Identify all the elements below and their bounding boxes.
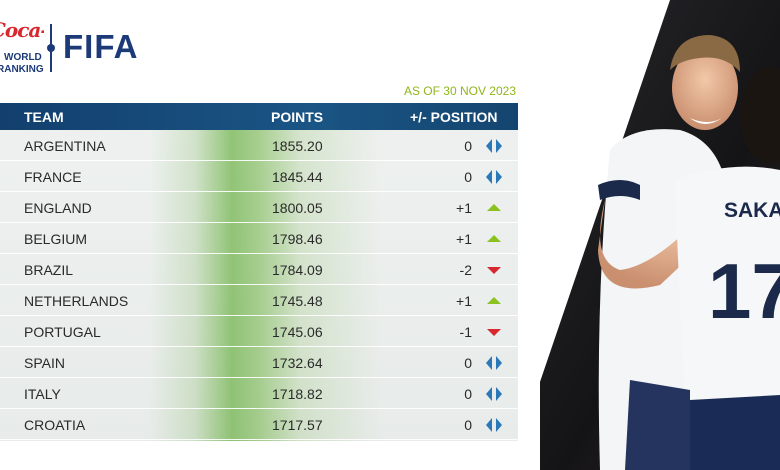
- table-row: BELGIUM 1798.46 +1: [0, 223, 518, 254]
- team-points: 1718.82: [272, 386, 323, 402]
- sponsor-logo-script: Coca-Cola: [0, 18, 44, 42]
- team-name: ARGENTINA: [24, 138, 106, 154]
- position-change: 0: [464, 169, 472, 185]
- table-header: TEAM POINTS +/- POSITION: [0, 103, 518, 130]
- position-change: +1: [456, 293, 472, 309]
- table-row: ENGLAND 1800.05 +1: [0, 192, 518, 223]
- position-change: 0: [464, 386, 472, 402]
- position-change: 0: [464, 417, 472, 433]
- column-header-points: POINTS: [271, 109, 324, 125]
- no-change-icon: [485, 169, 503, 185]
- team-points: 1717.57: [272, 417, 323, 433]
- team-name: NETHERLANDS: [24, 293, 129, 309]
- position-change: -2: [459, 262, 472, 278]
- team-points: 1800.05: [272, 200, 323, 216]
- team-points: 1745.48: [272, 293, 323, 309]
- fifa-logo: FIFA: [63, 28, 139, 65]
- table-row: ITALY 1718.82 0: [0, 378, 518, 409]
- ranking-rows: ARGENTINA 1855.20 0 FRANCE 1845.44 0 ENGLAND 18…: [0, 130, 518, 440]
- table-row: PORTUGAL 1745.06 -1: [0, 316, 518, 347]
- shirt-number-17: 17: [708, 247, 780, 335]
- team-points: 1732.64: [272, 355, 323, 371]
- players-photo: SAKA 17: [540, 0, 780, 470]
- team-name: ENGLAND: [24, 200, 92, 216]
- position-change: +1: [456, 200, 472, 216]
- team-points: 1855.20: [272, 138, 323, 154]
- up-arrow-icon: [485, 293, 503, 309]
- position-change: 0: [464, 355, 472, 371]
- table-row: ARGENTINA 1855.20 0: [0, 130, 518, 161]
- coca-cola-world-ranking-logo: Coca-Cola WORLD RANKING: [0, 18, 44, 78]
- team-name: BELGIUM: [24, 231, 88, 247]
- shirt-name-saka: SAKA: [724, 199, 780, 222]
- team-points: 1745.06: [272, 324, 323, 340]
- no-change-icon: [485, 355, 503, 371]
- position-change: 0: [464, 138, 472, 154]
- team-name: FRANCE: [24, 169, 82, 185]
- table-row: NETHERLANDS 1745.48 +1: [0, 285, 518, 316]
- logo-divider: [47, 24, 55, 72]
- players-photo-illustration: SAKA 17: [540, 0, 780, 470]
- down-arrow-icon: [485, 324, 503, 340]
- table-row: CROATIA 1717.57 0: [0, 409, 518, 440]
- column-header-team: TEAM: [24, 109, 64, 125]
- table-row: SPAIN 1732.64 0: [0, 347, 518, 378]
- table-row: BRAZIL 1784.09 -2: [0, 254, 518, 285]
- position-change: -1: [459, 324, 472, 340]
- team-name: PORTUGAL: [24, 324, 101, 340]
- team-name: CROATIA: [24, 417, 86, 433]
- team-points: 1845.44: [272, 169, 323, 185]
- no-change-icon: [485, 417, 503, 433]
- no-change-icon: [485, 386, 503, 402]
- team-name: SPAIN: [24, 355, 65, 371]
- no-change-icon: [485, 138, 503, 154]
- logo-text-world: WORLD: [4, 52, 42, 63]
- table-row: FRANCE 1845.44 0: [0, 161, 518, 192]
- column-header-position: +/- POSITION: [410, 109, 498, 125]
- team-points: 1798.46: [272, 231, 323, 247]
- ranking-table: TEAM POINTS +/- POSITION ARGENTINA 1855.2…: [0, 103, 518, 441]
- up-arrow-icon: [485, 231, 503, 247]
- down-arrow-icon: [485, 262, 503, 278]
- team-name: ITALY: [24, 386, 61, 402]
- team-points: 1784.09: [272, 262, 323, 278]
- as-of-date: AS OF 30 NOV 2023: [403, 84, 516, 98]
- position-change: +1: [456, 231, 472, 247]
- team-name: BRAZIL: [24, 262, 74, 278]
- logo-text-ranking: RANKING: [0, 64, 44, 75]
- up-arrow-icon: [485, 200, 503, 216]
